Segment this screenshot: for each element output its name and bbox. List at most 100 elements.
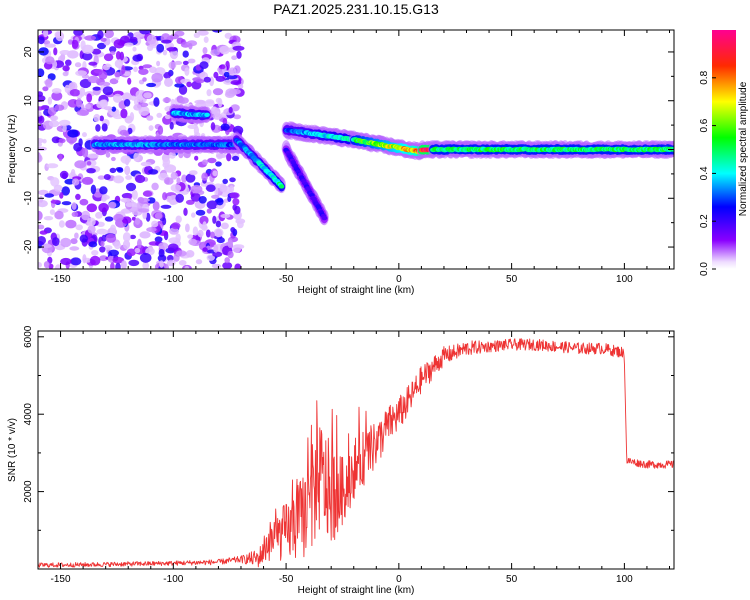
heatmap-cell	[215, 97, 222, 104]
heatmap-cell	[99, 255, 108, 262]
heatmap-cell	[220, 222, 229, 230]
heatmap-cell	[81, 52, 93, 61]
heatmap-cell	[206, 89, 212, 97]
heatmap-cell	[109, 46, 117, 53]
heatmap-cell	[210, 122, 216, 131]
heatmap-cell	[194, 99, 206, 105]
heatmap-cell	[105, 233, 117, 243]
heatmap-cell	[227, 239, 233, 249]
y-tick-label: -10	[23, 191, 34, 206]
y-tick-label: 0	[23, 146, 34, 152]
heatmap-cell	[76, 98, 82, 108]
heatmap-cell	[211, 263, 222, 269]
x-tick-label: 0	[396, 274, 402, 285]
heatmap-cell	[125, 175, 132, 180]
heatmap-cell	[204, 100, 215, 107]
heatmap-cell	[178, 260, 187, 266]
heatmap-cell	[46, 163, 59, 169]
heatmap-cell	[99, 246, 106, 253]
heatmap-cell	[96, 228, 108, 235]
heatmap-cell	[219, 185, 228, 192]
heatmap-cell	[156, 43, 165, 53]
heatmap-cell	[197, 30, 209, 36]
heatmap-cell	[54, 104, 65, 111]
spectrogram-ylabel: Frequency (Hz)	[7, 115, 18, 184]
heatmap-cell	[111, 106, 117, 112]
heatmap-cell	[100, 37, 107, 42]
heatmap-cell	[163, 177, 174, 185]
heatmap-cell	[51, 91, 63, 101]
heatmap-cell	[76, 109, 89, 116]
heatmap-cell	[157, 254, 167, 262]
heatmap-cell	[45, 78, 53, 88]
heatmap-cell	[109, 224, 117, 235]
heatmap-cell	[47, 107, 57, 116]
heatmap-cell	[45, 56, 55, 65]
heatmap-cell	[132, 54, 142, 62]
heatmap-cell	[75, 70, 87, 77]
heatmap-cell	[74, 160, 87, 169]
heatmap-cell	[207, 157, 217, 164]
x-tick-label: -100	[163, 274, 183, 285]
heatmap-cell	[219, 64, 226, 70]
heatmap-cell	[100, 99, 109, 108]
y-tick-label: 10	[23, 95, 34, 107]
colorbar: 0.0 0.2 0.4 0.6 0.8 Normalized spectral ampl…	[699, 30, 749, 276]
heatmap-cell	[120, 197, 132, 203]
heatmap-cell	[202, 159, 208, 165]
heatmap-cell	[162, 217, 167, 226]
heatmap-cell	[86, 161, 92, 166]
heatmap-cell	[71, 178, 80, 186]
heatmap-cell	[82, 147, 89, 158]
heatmap-cell	[138, 68, 149, 75]
heatmap-cell	[237, 220, 244, 229]
heatmap-cell	[67, 39, 73, 45]
heatmap-cell	[215, 229, 223, 238]
heatmap-cell	[191, 212, 196, 218]
heatmap-cell	[137, 208, 150, 213]
x-tick-label: -100	[163, 574, 183, 585]
heatmap-cell	[109, 78, 119, 85]
heatmap-cell	[140, 161, 152, 167]
heatmap-cell	[164, 114, 171, 120]
heatmap-cell	[90, 184, 97, 195]
heatmap-cell	[182, 50, 189, 58]
heatmap-cell	[99, 81, 111, 87]
heatmap-cell	[202, 47, 208, 55]
heatmap-cell	[162, 157, 171, 167]
heatmap-cell	[47, 96, 53, 105]
heatmap-cell	[41, 244, 52, 248]
heatmap-cell	[226, 75, 238, 80]
heatmap-cell	[88, 61, 98, 66]
heatmap-cell	[100, 240, 105, 247]
x-tick-label: -50	[279, 574, 294, 585]
heatmap-cell	[48, 263, 54, 269]
heatmap-cell	[73, 142, 83, 152]
heatmap-cell	[114, 71, 121, 78]
heatmap-cell	[206, 200, 218, 210]
heatmap-cell	[39, 195, 44, 203]
heatmap-cell	[102, 64, 111, 71]
heatmap-cell	[123, 71, 132, 76]
heatmap-cell	[216, 153, 228, 158]
heatmap-cell	[170, 184, 182, 192]
heatmap-cell	[169, 34, 179, 40]
heatmap-cell	[130, 95, 137, 101]
heatmap-cell	[179, 97, 189, 104]
heatmap-cell	[229, 177, 236, 183]
heatmap-cell	[147, 44, 154, 52]
heatmap-cell	[50, 177, 60, 187]
heatmap-cell	[112, 256, 125, 264]
snr-panel: -150 -100 -50 0 50 100 2000 4000 6000 Height of …	[7, 325, 675, 596]
heatmap-cell	[211, 194, 220, 199]
heatmap-cell	[114, 59, 124, 68]
heatmap-cell	[125, 202, 134, 208]
heatmap-cell	[134, 247, 141, 254]
heatmap-cell	[127, 127, 133, 135]
heatmap-cell	[97, 42, 106, 50]
heatmap-cell	[131, 189, 138, 200]
snr-ylabel: SNR (10 * v/v)	[7, 418, 18, 482]
heatmap-cell	[146, 34, 157, 45]
heatmap-cell	[233, 114, 242, 120]
